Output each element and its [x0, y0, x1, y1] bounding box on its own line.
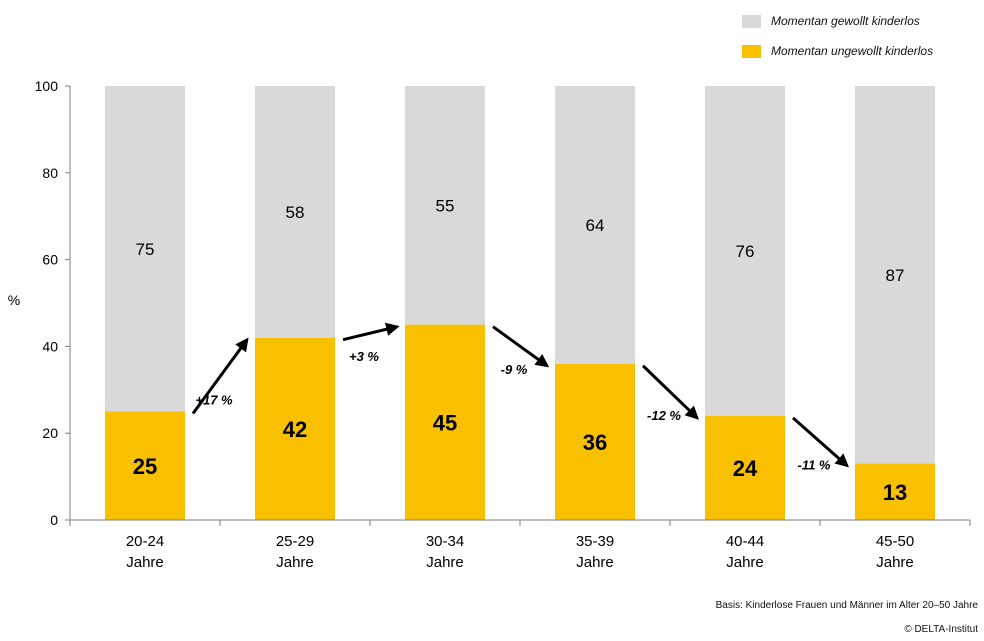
x-tick-label-jahre-30-34: Jahre [426, 554, 464, 571]
y-tick-label-80: 80 [42, 165, 58, 181]
change-arrow-4 [792, 416, 850, 468]
data-label-ungewollt-45-50: 13 [883, 480, 907, 505]
legend-swatch-gewollt [742, 14, 761, 28]
legend-item-ungewollt: Momentan ungewollt kinderlos [742, 44, 933, 58]
legend-label-ungewollt: Momentan ungewollt kinderlos [771, 44, 934, 58]
legend-item-gewollt: Momentan gewollt kinderlos [742, 14, 920, 28]
change-label-2: -9 % [501, 362, 528, 377]
change-arrow-2 [492, 325, 550, 368]
x-tick-label-jahre-25-29: Jahre [276, 554, 314, 571]
y-tick-label-100: 100 [35, 78, 59, 94]
bar-ungewollt-45-50 [855, 463, 935, 520]
change-label-0: +17 % [195, 393, 233, 408]
data-label-ungewollt-25-29: 42 [283, 417, 307, 442]
bar-gewollt-40-44 [705, 86, 785, 416]
data-label-gewollt-35-39: 64 [586, 216, 605, 235]
change-arrow-3 [641, 364, 699, 420]
arrows-layer: +17 % +3 % -9 % -12 % -11 % [191, 322, 850, 473]
data-label-ungewollt-40-44: 24 [733, 456, 758, 481]
y-tick-label-0: 0 [50, 512, 58, 528]
legend-swatch-ungewollt [742, 44, 761, 58]
labels-layer: 25 75 42 58 45 55 36 64 24 76 13 87 [133, 196, 907, 504]
data-label-ungewollt-20-24: 25 [133, 454, 157, 479]
data-label-ungewollt-30-34: 45 [433, 410, 457, 435]
bar-gewollt-25-29 [255, 86, 335, 338]
bar-gewollt-45-50 [855, 86, 935, 464]
change-arrow-0 [191, 337, 249, 415]
data-label-gewollt-30-34: 55 [436, 196, 455, 215]
y-axis-label: % [8, 292, 20, 308]
x-tick-label-jahre-35-39: Jahre [576, 554, 614, 571]
x-tick-label-40-44: 40-44 [726, 533, 764, 550]
x-tick-label-jahre-40-44: Jahre [726, 554, 764, 571]
change-label-3: -12 % [647, 408, 681, 423]
y-tick-label-40: 40 [42, 338, 58, 354]
data-label-gewollt-20-24: 75 [136, 240, 155, 259]
bar-ungewollt-30-34 [405, 324, 485, 520]
x-tick-label-20-24: 20-24 [126, 533, 164, 550]
footer-source: © DELTA-Institut [904, 624, 978, 635]
data-label-gewollt-25-29: 58 [286, 203, 305, 222]
legend-label-gewollt: Momentan gewollt kinderlos [771, 14, 920, 28]
x-tick-label-35-39: 35-39 [576, 533, 614, 550]
bar-ungewollt-40-44 [705, 415, 785, 520]
data-label-gewollt-40-44: 76 [736, 242, 755, 261]
axes-layer: 0 20 40 60 80 100% 20-24 Jahre 25-29 Jahre 30-34 Ja… [8, 78, 971, 571]
x-tick-label-25-29: 25-29 [276, 533, 314, 550]
data-label-ungewollt-35-39: 36 [583, 430, 607, 455]
change-label-4: -11 % [798, 458, 831, 473]
bars-layer [105, 86, 935, 520]
change-label-1: +3 % [349, 349, 379, 364]
bar-ungewollt-35-39 [555, 363, 635, 520]
bar-gewollt-30-34 [405, 86, 485, 325]
x-tick-label-30-34: 30-34 [426, 533, 464, 550]
x-tick-label-jahre-45-50: Jahre [876, 554, 914, 571]
bar-gewollt-20-24 [105, 86, 185, 412]
bar-gewollt-35-39 [555, 86, 635, 364]
bar-ungewollt-20-24 [105, 411, 185, 520]
bar-ungewollt-25-29 [255, 337, 335, 520]
y-tick-label-20: 20 [42, 425, 58, 441]
x-tick-label-45-50: 45-50 [876, 533, 914, 550]
x-tick-label-jahre-20-24: Jahre [126, 554, 164, 571]
y-tick-label-60: 60 [42, 252, 58, 268]
change-arrow-1 [342, 322, 400, 342]
data-label-gewollt-45-50: 87 [886, 266, 905, 285]
footer-basis: Basis: Kinderlose Frauen und Männer im A… [715, 600, 978, 611]
